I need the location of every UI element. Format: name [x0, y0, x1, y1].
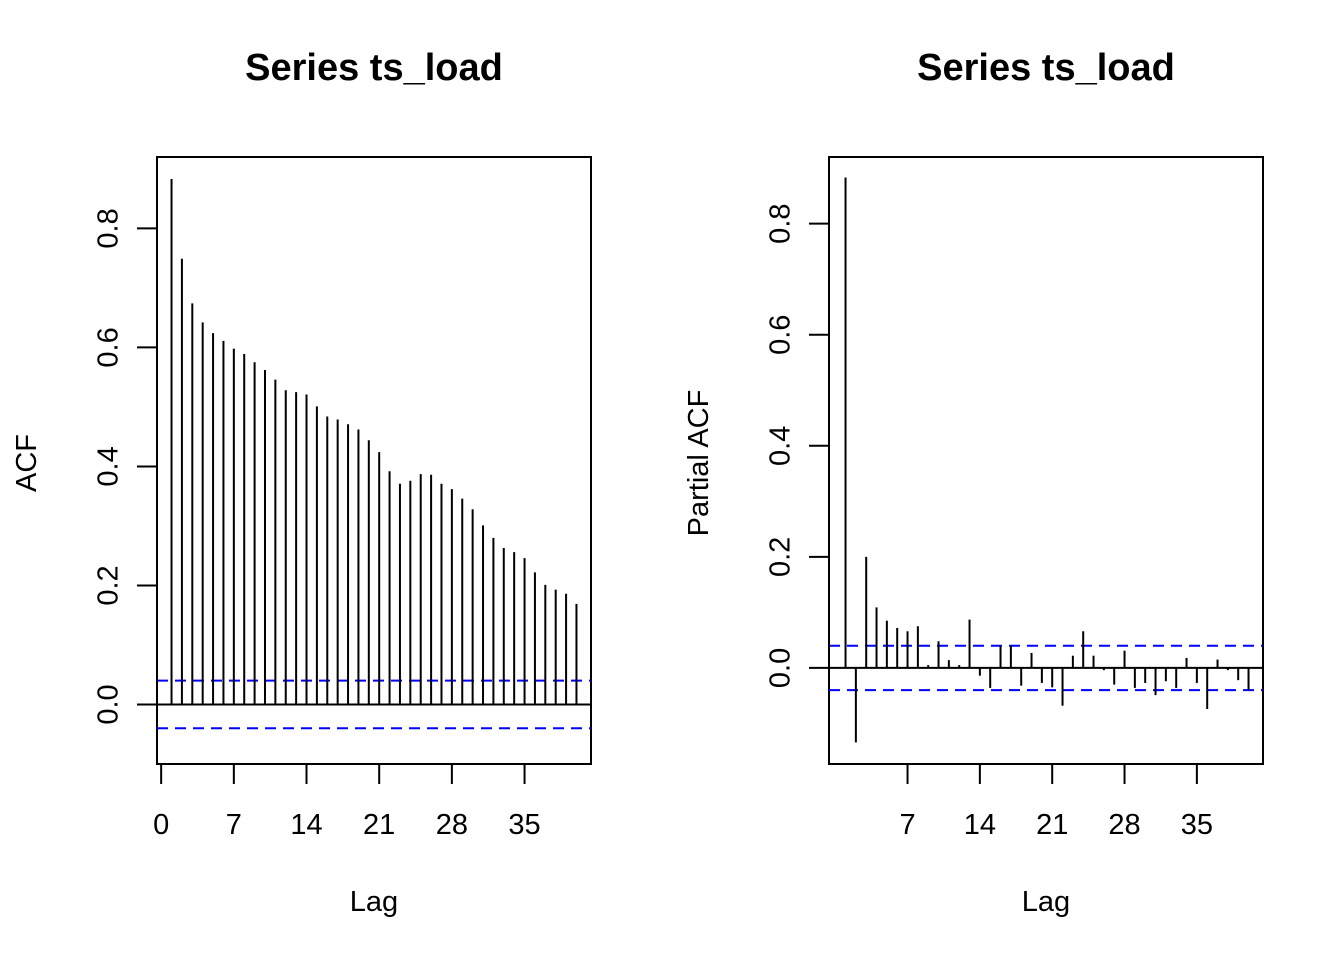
acf-plot-frame: [156, 156, 592, 765]
acf-bars: [157, 179, 591, 730]
acf-x-label: Lag: [350, 886, 398, 918]
pacf-x-tick-label: 35: [1181, 809, 1213, 841]
acf-y-label: ACF: [11, 434, 43, 492]
acf-y-tick-label: 0.4: [93, 446, 125, 486]
acf-x-axis: 0 7 14 21 28 35: [153, 763, 541, 841]
pacf-y-tick-label: 0.4: [765, 426, 797, 466]
pacf-title: Series ts_load: [917, 47, 1175, 89]
acf-x-tick-label: 28: [436, 809, 468, 841]
pacf-x-tick-label: 7: [899, 809, 915, 841]
acf-y-tick-label: 0.0: [93, 684, 125, 724]
pacf-bars: [829, 177, 1263, 743]
acf-y-tick-label: 0.8: [93, 208, 125, 248]
acf-x-tick-label: 0: [153, 809, 169, 841]
pacf-y-label: Partial ACF: [683, 390, 715, 537]
acf-y-axis: 0.0 0.2 0.4 0.6 0.8: [93, 208, 158, 725]
pacf-x-tick-label: 21: [1036, 809, 1068, 841]
acf-x-tick-label: 21: [363, 809, 395, 841]
pacf-y-tick-label: 0.6: [765, 315, 797, 355]
acf-panel: Series ts_load 0 7 14 21 28 35 0.00.20.40.60.…: [11, 47, 592, 918]
pacf-y-axis: 0.0 0.2 0.4 0.6 0.8: [765, 203, 830, 688]
pacf-x-tick-label: 14: [964, 809, 996, 841]
pacf-y-tick-label: 0.2: [765, 537, 797, 577]
acf-y-tick-label: 0.2: [93, 565, 125, 605]
pacf-plot-frame: [828, 156, 1264, 765]
acf-title: Series ts_load: [245, 47, 503, 89]
acf-x-tick-label: 35: [508, 809, 540, 841]
pacf-panel: Series ts_load 7 14 21 28 35 0.0 0.2 0.4 0.6 0.8…: [683, 47, 1264, 918]
acf-x-tick-label: 7: [226, 809, 242, 841]
pacf-x-label: Lag: [1022, 886, 1070, 918]
pacf-y-tick-label: 0.0: [765, 648, 797, 688]
acf-y-tick-label: 0.6: [93, 327, 125, 367]
pacf-x-axis: 7 14 21 28 35: [899, 763, 1213, 841]
pacf-y-tick-label: 0.8: [765, 203, 797, 243]
pacf-x-tick-label: 28: [1108, 809, 1140, 841]
acf-x-tick-label: 14: [290, 809, 322, 841]
